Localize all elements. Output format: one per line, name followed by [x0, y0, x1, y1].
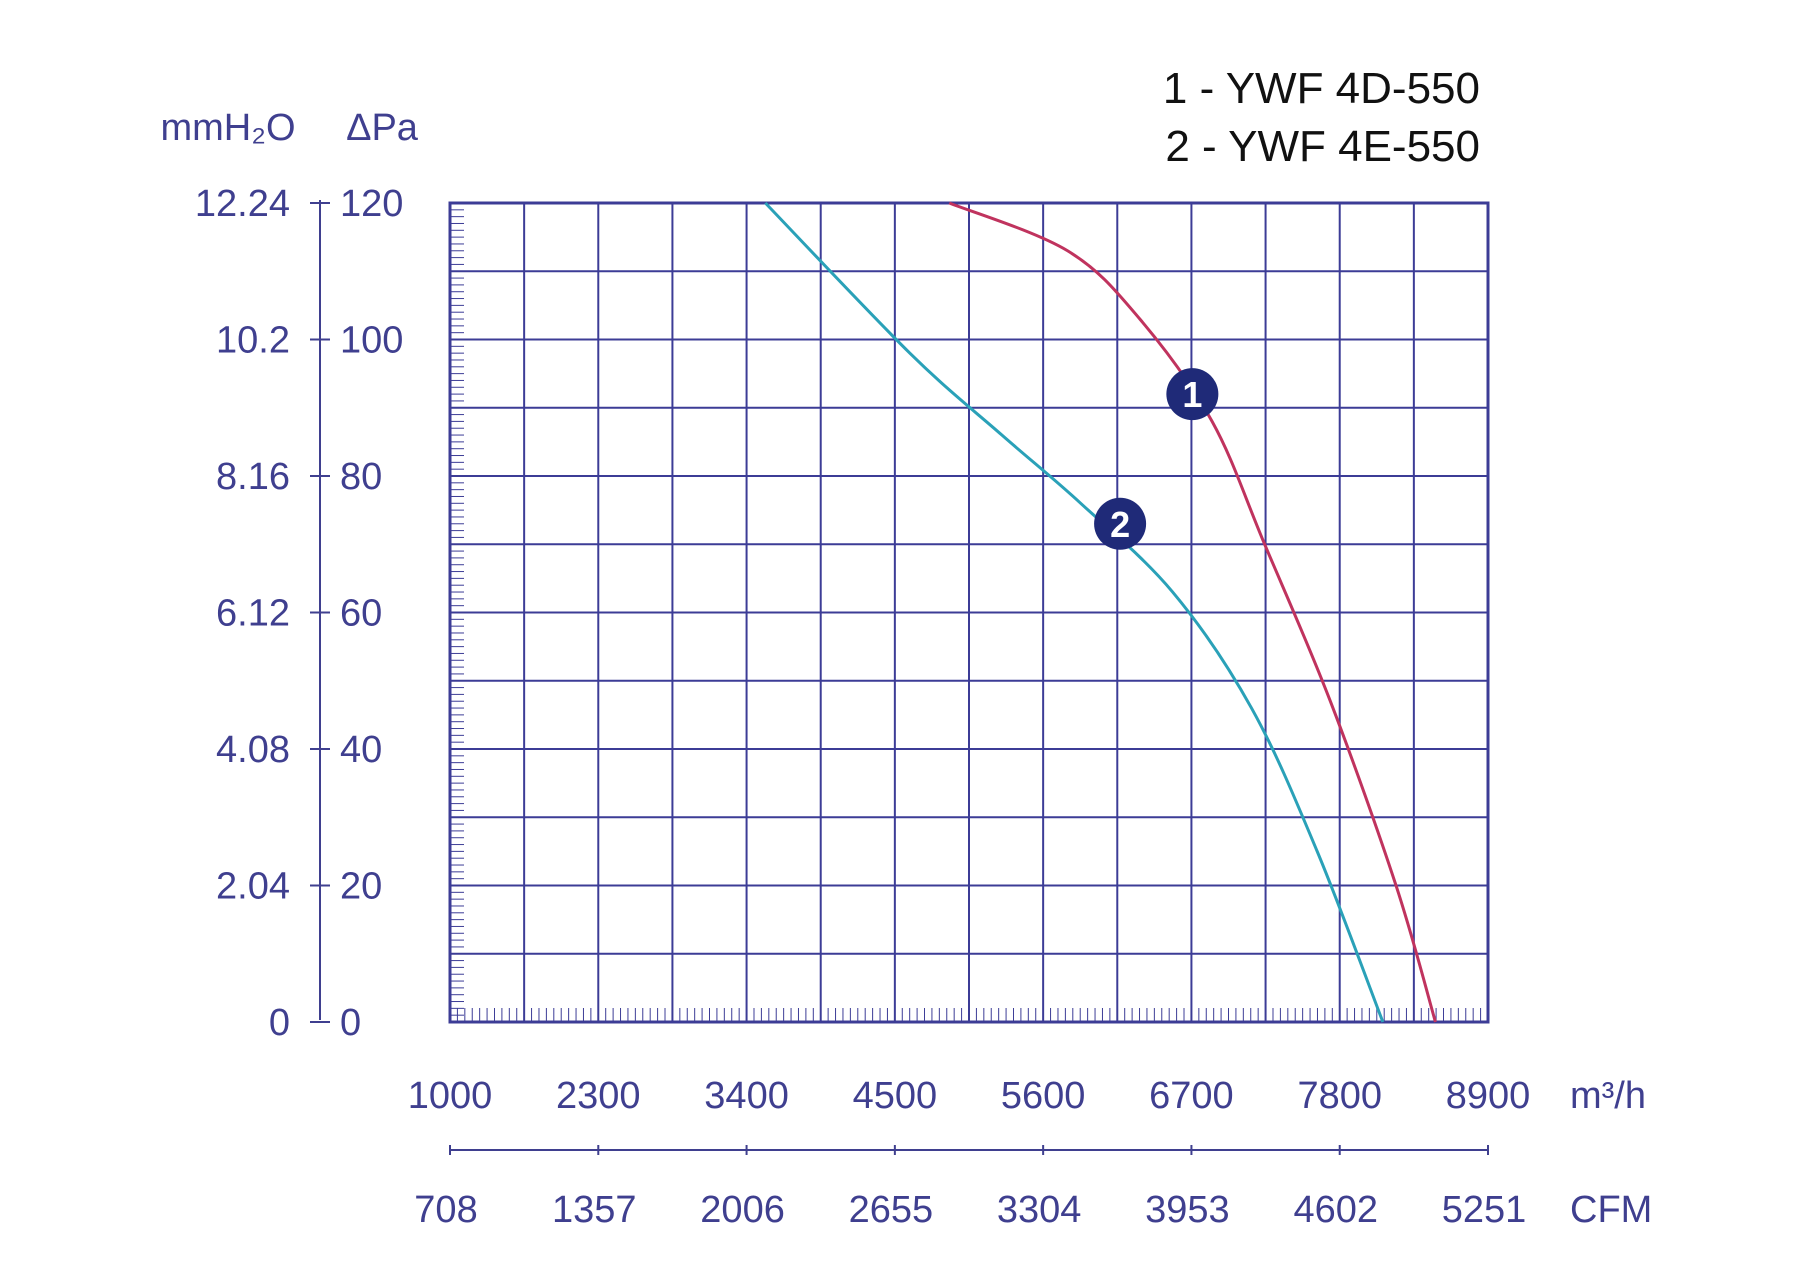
x-tick-label-m3h: 6700: [1149, 1075, 1234, 1117]
legend-entry-1: 1 - YWF 4D-550: [1163, 64, 1480, 113]
x-ticks-cfm: 708 1357 2006 2655 3304 3953 4602 5251: [414, 1145, 1526, 1231]
x-ticks-m3h: 1000 2300 3400 4500 5600 6700 7800 8900: [408, 1075, 1531, 1117]
legend-entry-2: 2 - YWF 4E-550: [1165, 122, 1480, 171]
curve-series-1: [948, 201, 1437, 1023]
x-tick-label-cfm: 4602: [1293, 1189, 1378, 1231]
x-tick-label-cfm: 3304: [997, 1189, 1082, 1231]
y-ticks-mmh2o: 12.24 10.2 8.16 6.12 4.08 2.04 0: [195, 183, 290, 1044]
x-unit-cfm: CFM: [1570, 1189, 1652, 1231]
curve-marker-label: 2: [1110, 504, 1130, 545]
markers: 12: [1094, 368, 1219, 550]
x-tick-label-m3h: 5600: [1001, 1075, 1086, 1117]
x-tick-label-cfm: 5251: [1442, 1189, 1527, 1231]
y-tick-label-mmh2o: 8.16: [216, 456, 290, 498]
x-tick-label-cfm: 708: [414, 1189, 477, 1231]
x-tick-label-cfm: 2655: [849, 1189, 934, 1231]
y-tick-label-pa: 40: [340, 729, 382, 771]
x-tick-label-m3h: 8900: [1446, 1075, 1531, 1117]
x-tick-label-m3h: 3400: [704, 1075, 789, 1117]
x-tick-label-m3h: 1000: [408, 1075, 493, 1117]
x-tick-label-cfm: 2006: [700, 1189, 785, 1231]
y-unit-mmh2o: mmH₂O: [160, 107, 295, 149]
curve-marker-2: [1094, 497, 1147, 550]
x-tick-label-m3h: 2300: [556, 1075, 641, 1117]
y-tick-label-mmh2o: 12.24: [195, 183, 290, 225]
x-tick-label-m3h: 4500: [853, 1075, 938, 1117]
y-tick-label-mmh2o: 0: [269, 1002, 290, 1044]
curve-series-2: [764, 201, 1385, 1023]
x-tick-label-cfm: 1357: [552, 1189, 637, 1231]
x-tick-label-cfm: 3953: [1145, 1189, 1230, 1231]
y-tick-label-pa: 80: [340, 456, 382, 498]
x-tick-label-m3h: 7800: [1297, 1075, 1382, 1117]
y-tick-label-mmh2o: 4.08: [216, 729, 290, 771]
y-ticks-pa: 120 100 80 60 40 20 0: [310, 183, 403, 1044]
curves: [764, 201, 1437, 1023]
y-tick-label-pa: 120: [340, 183, 403, 225]
y-tick-label-pa: 60: [340, 593, 382, 635]
y-tick-label-mmh2o: 6.12: [216, 593, 290, 635]
curve-marker-1: [1166, 368, 1219, 421]
x-unit-m3h: m³/h: [1570, 1075, 1646, 1117]
y-unit-pa: ΔPa: [346, 107, 419, 149]
y-tick-label-mmh2o: 2.04: [216, 866, 290, 908]
y-tick-label-mmh2o: 10.2: [216, 320, 290, 362]
plot-area: [448, 201, 1490, 1024]
y-tick-label-pa: 100: [340, 320, 403, 362]
curve-marker-label: 1: [1182, 374, 1202, 415]
y-tick-label-pa: 0: [340, 1002, 361, 1044]
y-tick-label-pa: 20: [340, 866, 382, 908]
